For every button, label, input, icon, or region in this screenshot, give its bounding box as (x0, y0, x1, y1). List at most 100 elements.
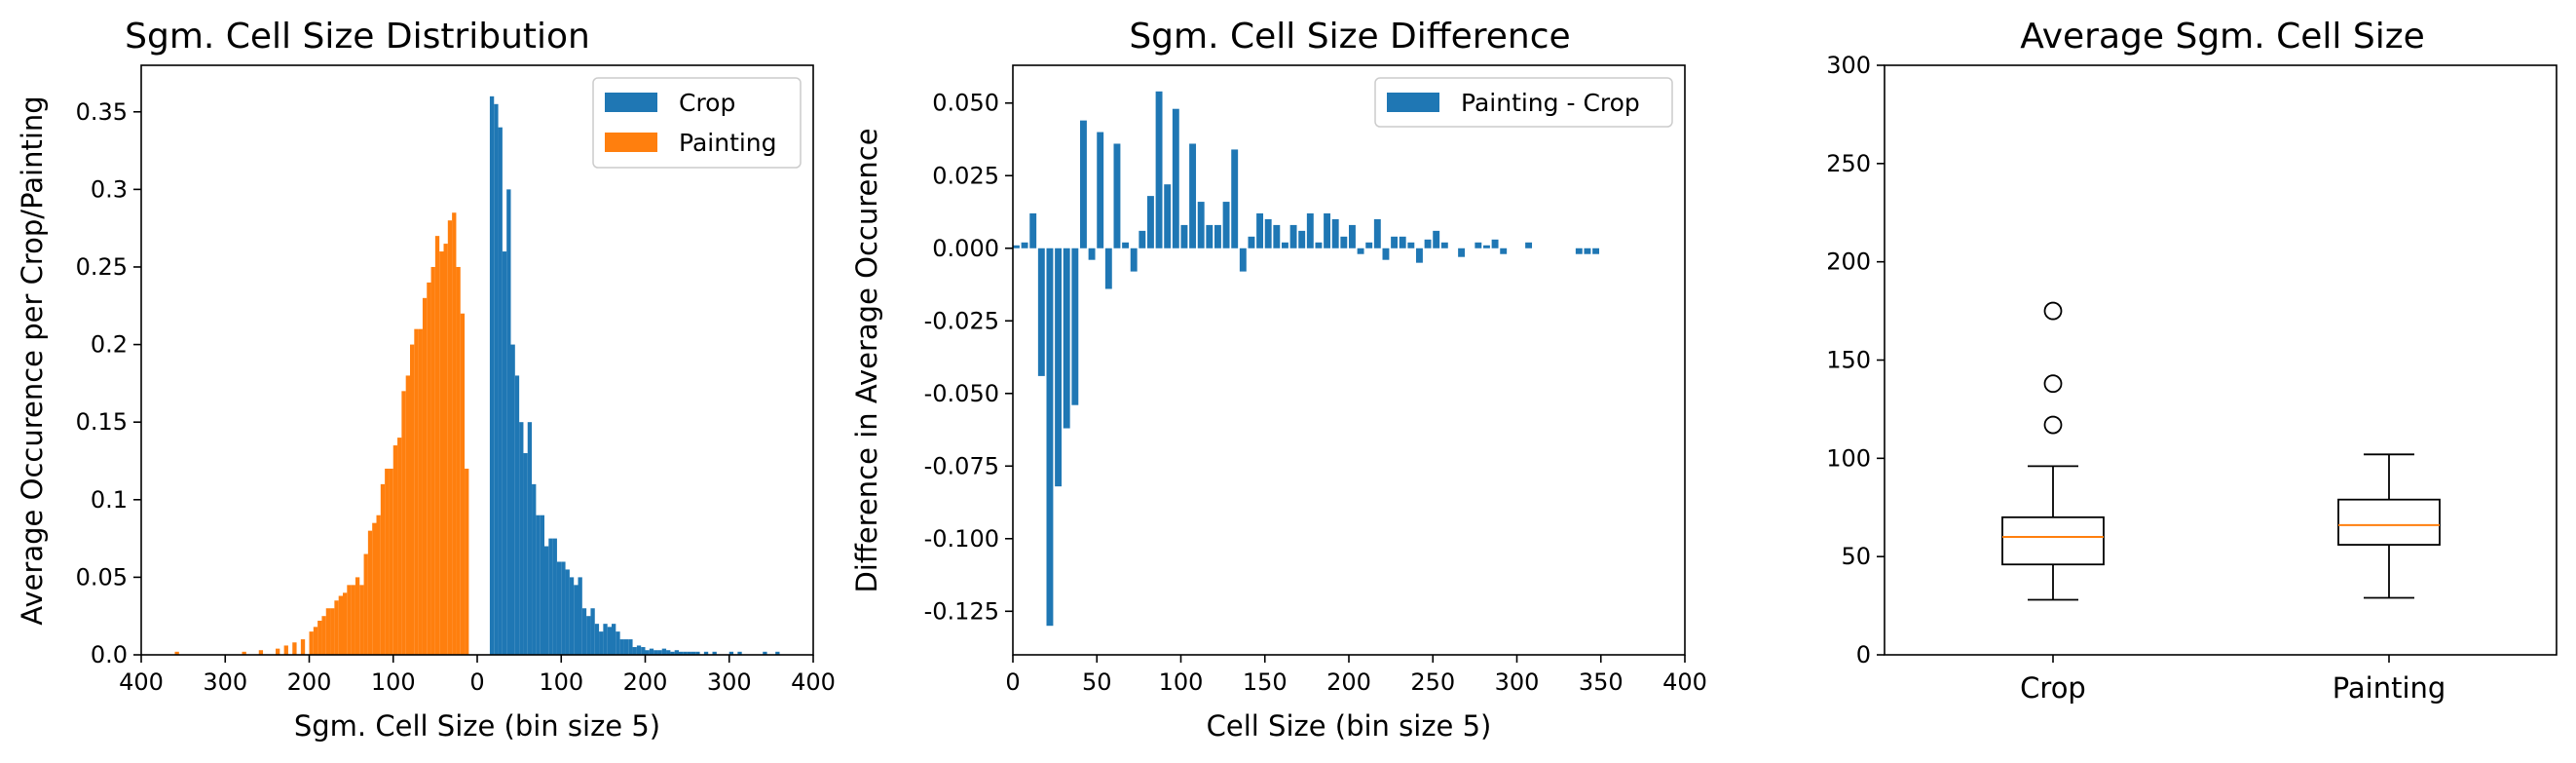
difference-bar (1046, 248, 1054, 627)
histogram-bar-painting (363, 553, 368, 655)
panel1-x-tick-label: 400 (791, 668, 836, 696)
difference-bar (1331, 218, 1339, 248)
panel-distribution: Sgm. Cell Size Distribution 400 300 200 100… (16, 17, 836, 743)
difference-bar (1029, 212, 1037, 248)
difference-bar (1575, 248, 1583, 254)
panel1-frame (140, 64, 814, 656)
histogram-bar-painting (338, 595, 343, 655)
panel1-legend-label-crop: Crop (679, 89, 735, 117)
panel1-x-tick-label: 100 (539, 668, 583, 696)
histogram-bar-painting (422, 297, 428, 655)
panel1-x-tick-label: 300 (203, 668, 247, 696)
box-crop-outlier (2043, 415, 2063, 435)
panel3-x-tick-label-crop: Crop (2020, 671, 2086, 705)
histogram-bar-crop (607, 627, 612, 655)
histogram-bar-painting (392, 445, 398, 655)
histogram-bar-crop (590, 608, 595, 655)
panel1-y-tick-label: 0.3 (91, 175, 128, 203)
histogram-bar-painting (258, 650, 264, 655)
difference-bar (1264, 218, 1272, 248)
histogram-bar-crop (523, 453, 528, 655)
histogram-bar-painting (313, 627, 318, 655)
difference-bar (1130, 248, 1138, 272)
histogram-bar-crop (695, 651, 700, 655)
difference-bar (1525, 242, 1533, 248)
histogram-bar-painting (405, 375, 410, 655)
difference-bar (1231, 149, 1239, 248)
panel1-legend-swatch-painting (605, 133, 657, 152)
difference-bar (1357, 248, 1364, 254)
histogram-bar-crop (653, 650, 658, 655)
histogram-bar-crop (514, 375, 520, 655)
panel1-legend: Crop Painting (592, 77, 802, 169)
difference-bar (1256, 212, 1264, 248)
histogram-bar-painting (434, 236, 440, 655)
panel-average-box: Average Sgm. Cell Size 0 50 100 150 200 250 30… (1826, 17, 2557, 705)
panel2-x-tick-label: 400 (1662, 668, 1707, 696)
panel3-boxes (2001, 301, 2441, 601)
histogram-bar-painting (359, 585, 364, 655)
histogram-bar-crop (510, 344, 515, 655)
histogram-bar-painting (372, 522, 377, 655)
panel2-x-axis-label: Cell Size (bin size 5) (1207, 709, 1492, 743)
difference-bar (1289, 224, 1297, 248)
difference-bar (1172, 108, 1179, 248)
box-crop-iqr (2001, 515, 2105, 566)
difference-bar (1071, 248, 1079, 405)
histogram-bar-painting (343, 592, 348, 655)
difference-bar (1340, 236, 1348, 248)
panel1-y-axis-label: Average Occurence per Crop/Painting (16, 95, 49, 625)
difference-bar (1164, 184, 1172, 248)
panel1-legend-swatch-crop (605, 93, 657, 112)
histogram-bar-painting (174, 651, 179, 655)
panel3-frame (1884, 64, 2557, 656)
histogram-bar-crop (657, 650, 662, 655)
panel3-y-tick-label: 100 (1826, 444, 1871, 472)
difference-bar (1197, 202, 1205, 248)
histogram-bar-crop (632, 647, 637, 655)
panel2-x-ticks: 0 50 100 150 200 250 300 350 400 (1005, 655, 1707, 696)
histogram-bar-crop (556, 561, 562, 655)
histogram-bar-crop (581, 608, 587, 655)
panel2-x-tick-label: 100 (1159, 668, 1204, 696)
difference-bar (1365, 242, 1373, 248)
histogram-bar-painting (283, 645, 288, 655)
histogram-bar-crop (540, 515, 544, 655)
histogram-bar-painting (427, 282, 431, 655)
histogram-bar-crop (728, 651, 734, 655)
histogram-bar-painting (414, 328, 419, 655)
panel3-x-ticks: Crop Painting (2020, 655, 2445, 705)
difference-bar (1399, 236, 1406, 248)
difference-bar (1063, 248, 1070, 429)
difference-bar (1315, 242, 1323, 248)
panel2-x-tick-label: 150 (1243, 668, 1288, 696)
panel1-y-tick-label: 0.05 (76, 563, 128, 591)
panel1-x-tick-label: 200 (287, 668, 332, 696)
histogram-bar-crop (569, 577, 575, 655)
histogram-bar-crop (619, 639, 624, 655)
histogram-bar-crop (683, 651, 688, 655)
panel2-y-tick-label: -0.125 (924, 597, 999, 625)
panel2-x-tick-label: 200 (1326, 668, 1371, 696)
histogram-bar-painting (465, 468, 469, 655)
histogram-bar-crop (594, 624, 600, 655)
panel1-x-ticks: 400 300 200 100 0 100 200 300 400 (119, 655, 836, 696)
difference-bar (1483, 245, 1490, 248)
panel2-y-tick-label: 0.025 (932, 162, 999, 189)
panel1-x-tick-label: 300 (707, 668, 752, 696)
histogram-bar-crop (641, 647, 646, 655)
difference-bar (1055, 248, 1063, 487)
histogram-bar-crop (636, 645, 642, 655)
difference-bar (1424, 239, 1432, 248)
box-crop-outlier (2043, 374, 2063, 394)
difference-bar (1239, 248, 1247, 272)
histogram-bar-painting (321, 616, 326, 655)
difference-bar (1214, 224, 1221, 248)
panel2-x-tick-label: 250 (1410, 668, 1455, 696)
histogram-bar-painting (330, 608, 335, 655)
histogram-bar-crop (612, 624, 616, 655)
difference-bar (1382, 248, 1390, 260)
panel3-y-tick-label: 250 (1826, 150, 1871, 177)
panel2-legend-swatch (1387, 93, 1439, 112)
box-crop-outlier (2043, 301, 2063, 321)
